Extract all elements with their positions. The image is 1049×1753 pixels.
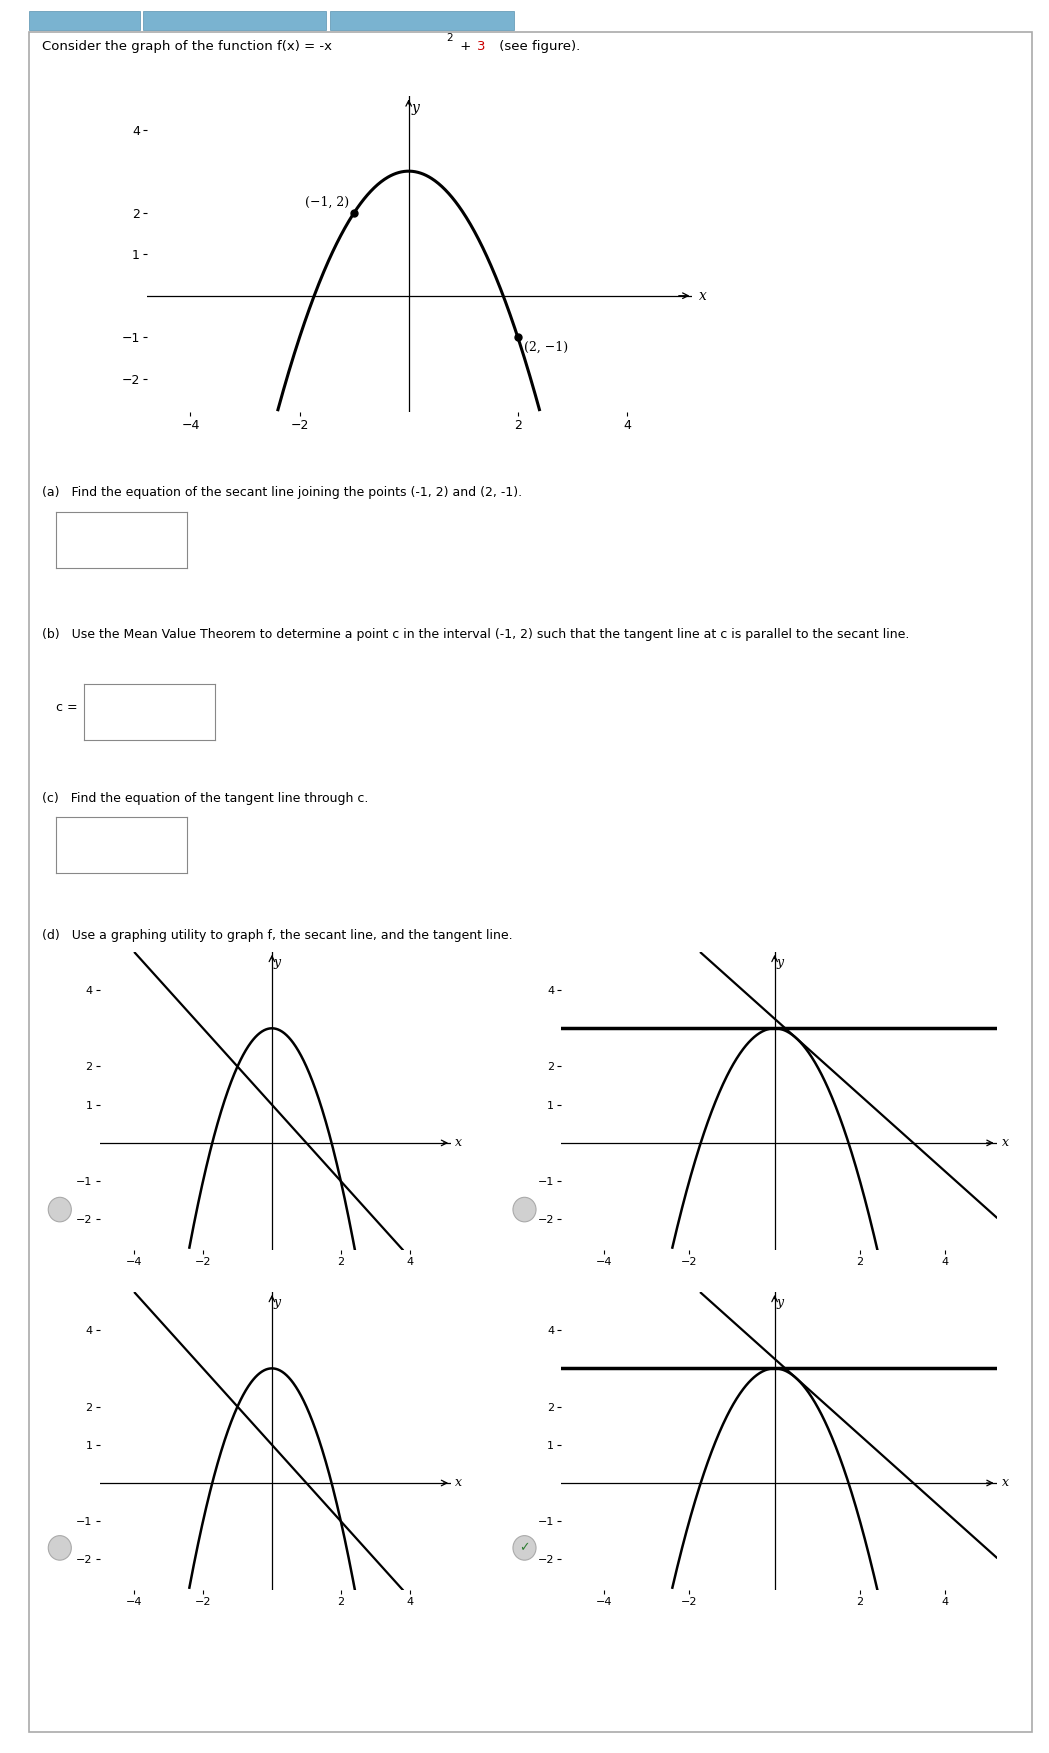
Text: x: x [455,1476,463,1490]
Text: y: y [274,1295,281,1309]
Text: (−1, 2): (−1, 2) [304,196,348,209]
Text: (see figure).: (see figure). [495,40,580,53]
Text: (2, −1): (2, −1) [524,340,569,354]
Text: ✓: ✓ [519,1541,530,1555]
Text: Consider the graph of the function f(x) = -x: Consider the graph of the function f(x) … [42,40,331,53]
Text: y: y [776,1295,784,1309]
Text: (a)   Find the equation of the secant line joining the points (-1, 2) and (2, -1: (a) Find the equation of the secant line… [42,486,522,498]
Text: x: x [699,289,707,303]
Text: y: y [411,100,420,114]
Text: x: x [455,1136,463,1150]
Text: (d)   Use a graphing utility to graph f, the secant line, and the tangent line.: (d) Use a graphing utility to graph f, t… [42,929,513,941]
Text: x: x [1002,1476,1009,1490]
Text: x: x [1002,1136,1009,1150]
Text: c =: c = [56,701,78,713]
Text: +: + [456,40,476,53]
Text: (c)   Find the equation of the tangent line through c.: (c) Find the equation of the tangent lin… [42,792,368,805]
Text: 2: 2 [446,33,452,44]
Text: 3: 3 [477,40,486,53]
Text: y: y [776,955,784,969]
Text: y: y [274,955,281,969]
Text: (b)   Use the Mean Value Theorem to determine a point c in the interval (-1, 2) : (b) Use the Mean Value Theorem to determ… [42,628,909,640]
